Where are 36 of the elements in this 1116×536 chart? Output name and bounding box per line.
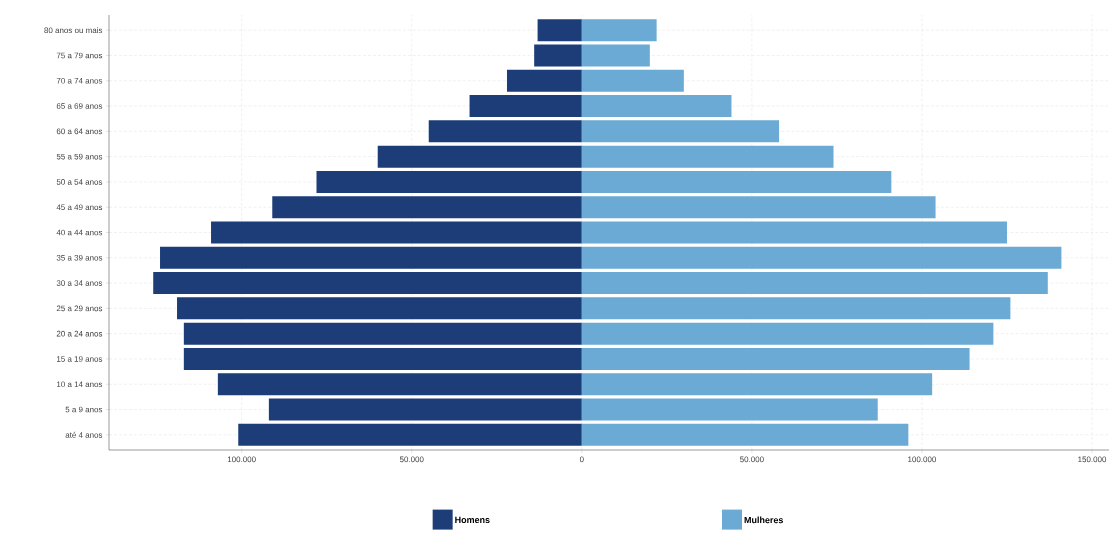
bar (153, 272, 582, 295)
bar (377, 145, 582, 168)
bar (469, 95, 582, 118)
bar (581, 44, 650, 67)
bar (581, 373, 933, 396)
bar (581, 347, 970, 370)
bar (160, 246, 582, 269)
bar (581, 196, 936, 219)
legend-label: Homens (455, 516, 490, 524)
bar (217, 373, 582, 396)
bar (581, 69, 684, 92)
bar (272, 196, 582, 219)
bar (581, 95, 732, 118)
bar (268, 398, 582, 421)
bar (316, 170, 582, 193)
bar (581, 170, 892, 193)
bar (428, 120, 582, 143)
bar (581, 322, 994, 345)
bar (581, 423, 909, 446)
bar (581, 246, 1062, 269)
bar (581, 145, 834, 168)
bar (238, 423, 582, 446)
bar (183, 322, 582, 345)
bar (581, 120, 780, 143)
bar (581, 398, 878, 421)
bar (581, 272, 1048, 295)
bar (581, 221, 1007, 244)
bar (581, 297, 1011, 320)
legend-label: Mulheres (744, 516, 784, 524)
bar (211, 221, 582, 244)
bar (537, 19, 582, 42)
bar (183, 347, 582, 370)
bar (506, 69, 582, 92)
bar (581, 19, 657, 42)
bar (534, 44, 582, 67)
bar (177, 297, 582, 320)
